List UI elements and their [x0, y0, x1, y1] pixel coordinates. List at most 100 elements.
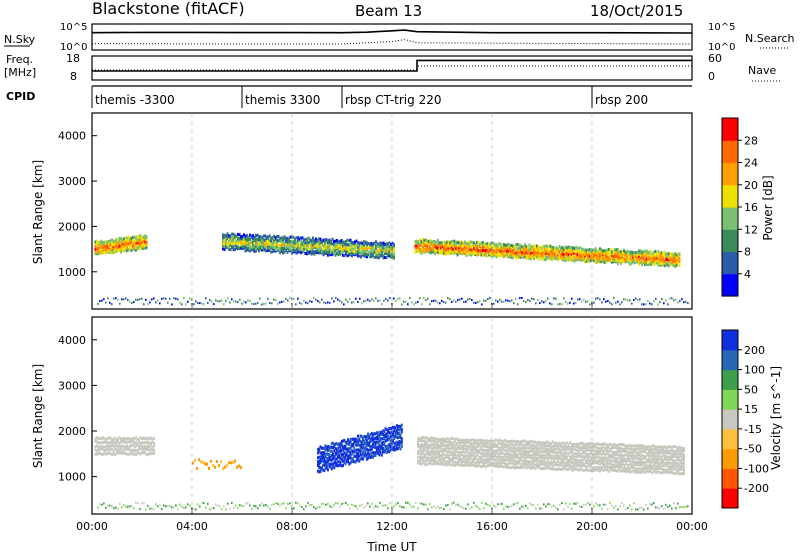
- velocity-cell: [667, 455, 670, 459]
- power-cell: [137, 298, 139, 301]
- velocity-cell: [355, 448, 358, 452]
- power-cell: [352, 244, 355, 248]
- power-cell: [375, 244, 377, 248]
- power-cell: [300, 245, 302, 249]
- power-cell: [675, 263, 678, 267]
- power-cell: [124, 245, 127, 249]
- velocity-cell: [467, 503, 469, 506]
- velocity-cell: [139, 508, 141, 511]
- power-cell: [253, 303, 255, 306]
- power-cell: [340, 243, 343, 247]
- velocity-cell: [425, 443, 428, 447]
- power-cell: [445, 301, 447, 304]
- power-cell: [687, 302, 689, 305]
- power-cell: [426, 246, 429, 249]
- velocity-cell: [646, 464, 649, 468]
- velocity-cell: [600, 449, 603, 453]
- velocity-cell: [109, 440, 112, 444]
- power-cell: [615, 252, 618, 256]
- power-cell: [456, 240, 459, 244]
- velocity-cell: [557, 454, 559, 457]
- power-cell: [552, 246, 555, 250]
- power-cell: [459, 251, 462, 255]
- power-cell: [315, 237, 317, 241]
- velocity-cell: [560, 468, 563, 472]
- velocity-cell: [534, 440, 537, 444]
- velocity-cell: [613, 446, 615, 449]
- power-cell: [434, 250, 436, 254]
- power-cell: [414, 249, 417, 253]
- velocity-cell: [662, 458, 664, 462]
- velocity-cell: [399, 433, 402, 437]
- velocity-cell: [348, 440, 351, 444]
- velocity-cell: [508, 458, 510, 462]
- power-cell: [382, 256, 385, 260]
- velocity-cell: [600, 461, 603, 465]
- power-cell: [258, 235, 260, 239]
- power-cell: [249, 237, 251, 241]
- power-cell: [593, 248, 595, 252]
- power-cell: [285, 245, 287, 249]
- velocity-cell: [374, 440, 377, 444]
- velocity-cell: [569, 451, 572, 454]
- power-cell: [319, 248, 322, 252]
- power-cell: [662, 261, 664, 265]
- velocity-cell: [383, 441, 386, 445]
- velocity-cell: [365, 435, 368, 438]
- power-cell: [483, 248, 486, 252]
- power-cell: [648, 262, 651, 266]
- power-cell: [678, 264, 681, 268]
- velocity-cell: [485, 458, 488, 462]
- velocity-cell: [334, 442, 337, 446]
- velocity-cell: [418, 448, 421, 452]
- velocity-cell: [572, 452, 575, 456]
- velocity-cell: [606, 456, 608, 460]
- velocity-cell: [658, 445, 661, 449]
- power-cell: [435, 248, 438, 252]
- power-cell: [223, 303, 225, 306]
- power-cell: [504, 251, 507, 255]
- power-cell: [614, 250, 616, 254]
- velocity-cell: [153, 452, 155, 456]
- power-cell: [349, 240, 352, 244]
- velocity-cell: [529, 446, 531, 450]
- velocity-cell: [425, 450, 428, 454]
- velocity-cell: [492, 462, 495, 466]
- velocity-cell: [609, 442, 612, 446]
- velocity-cell: [400, 444, 403, 448]
- power-cell: [365, 299, 367, 302]
- power-cell: [324, 251, 326, 255]
- velocity-cell: [277, 503, 279, 505]
- velocity-cell: [218, 464, 220, 468]
- power-cell: [325, 240, 328, 244]
- power-cell: [443, 243, 445, 246]
- power-cell: [144, 246, 146, 250]
- power-cell: [97, 241, 100, 244]
- power-cell: [366, 249, 368, 252]
- power-cell: [518, 243, 520, 247]
- velocity-cell: [97, 445, 100, 449]
- velocity-cell: [467, 447, 470, 450]
- velocity-cell: [199, 505, 201, 508]
- velocity-cell: [676, 468, 678, 472]
- velocity-cell: [515, 453, 517, 457]
- velocity-cell: [377, 431, 379, 435]
- velocity-cell: [516, 455, 519, 459]
- power-cell: [494, 246, 496, 250]
- power-cell: [459, 242, 462, 246]
- power-cell: [462, 247, 465, 251]
- velocity-cell: [417, 459, 419, 463]
- velocity-cell: [551, 454, 554, 458]
- velocity-cell: [434, 439, 437, 443]
- velocity-cell: [564, 457, 566, 461]
- power-cell: [545, 255, 547, 259]
- velocity-cell: [653, 469, 656, 473]
- power-cell: [345, 252, 347, 256]
- velocity-cell: [192, 461, 194, 465]
- velocity-cell: [147, 452, 149, 456]
- power-cell: [127, 299, 129, 301]
- power-cell: [387, 253, 389, 257]
- velocity-cell: [103, 437, 106, 440]
- velocity-cell: [509, 505, 511, 508]
- velocity-cell: [513, 452, 516, 456]
